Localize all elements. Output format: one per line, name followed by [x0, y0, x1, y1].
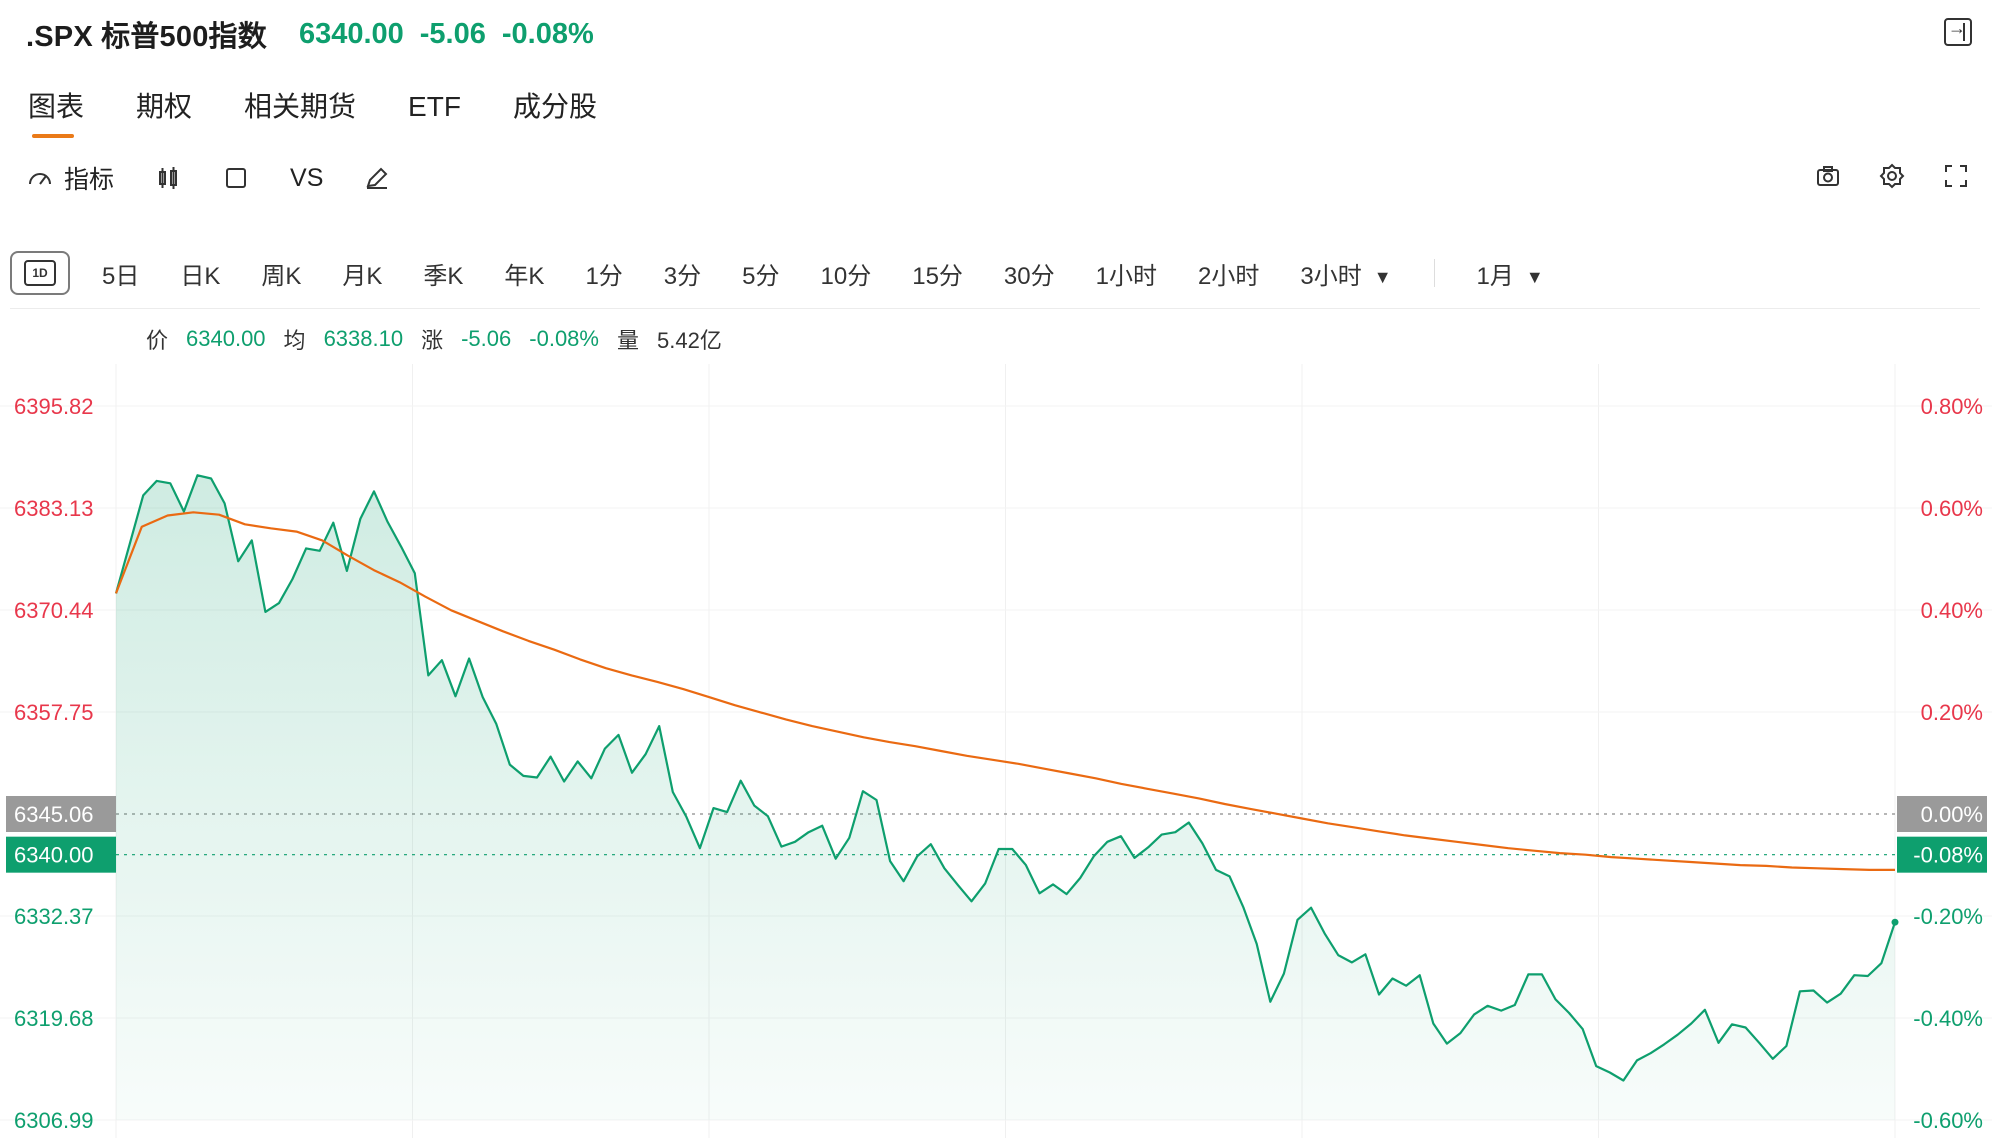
- info-volume-label: 量: [616, 328, 639, 353]
- period-1h[interactable]: 1小时: [1095, 262, 1157, 290]
- chevron-down-icon: ▼: [1525, 266, 1544, 287]
- tab-chart[interactable]: 图表: [28, 86, 84, 138]
- y-axis-right-label: 0.40%: [1921, 598, 1983, 623]
- y-axis-right-label: -0.60%: [1913, 1108, 1983, 1133]
- y-axis-left-label: 6340.00: [14, 843, 94, 868]
- info-price-value: 6340.00: [186, 326, 266, 351]
- y-axis-right-label: -0.08%: [1913, 843, 1983, 868]
- period-30m[interactable]: 30分: [1003, 262, 1055, 290]
- period-2h[interactable]: 2小时: [1197, 262, 1260, 290]
- period-3m[interactable]: 3分: [663, 262, 702, 290]
- settings-icon[interactable]: [1878, 162, 1906, 190]
- exit-fullscreen-icon[interactable]: [1944, 18, 1972, 46]
- layout-button[interactable]: [222, 164, 250, 192]
- period-divider: [1433, 259, 1435, 287]
- period-15m[interactable]: 15分: [912, 262, 963, 290]
- tab-etf[interactable]: ETF: [408, 91, 461, 122]
- draw-button[interactable]: [363, 164, 391, 192]
- y-axis-left-label: 6395.82: [14, 394, 94, 419]
- period-quarterly[interactable]: 季K: [423, 262, 464, 290]
- chart-actions: [1814, 162, 1970, 190]
- period-selector: 1D 5日 日K 周K 月K 季K 年K 1分 3分 5分 10分 15分 30…: [10, 238, 1980, 309]
- range-1mo-dropdown[interactable]: 1月 ▼: [1477, 256, 1544, 291]
- period-weekly[interactable]: 周K: [261, 262, 302, 290]
- current-price: 6340.00: [298, 17, 404, 50]
- info-avg-value: 6338.10: [323, 326, 404, 351]
- period-monthly[interactable]: 月K: [342, 262, 383, 290]
- y-axis-right-label: -0.20%: [1913, 904, 1983, 929]
- period-3h-label: 3小时: [1300, 262, 1362, 290]
- tab-constituents[interactable]: 成分股: [512, 91, 597, 122]
- current-pct-tag-bg: [1897, 836, 1987, 873]
- info-volume-value: 5.42亿: [657, 328, 722, 353]
- period-5d[interactable]: 5日: [102, 262, 140, 290]
- indicator-button[interactable]: 指标: [26, 160, 114, 196]
- price-change-percent: -0.08%: [501, 17, 594, 50]
- price-chart-svg[interactable]: 6395.82 6383.13 6370.44 6357.75 6345.06 6340.…: [0, 364, 1992, 1138]
- price-area: [116, 475, 1895, 1120]
- info-change-percent: -0.08%: [529, 326, 599, 351]
- top-bar: .SPX 标普500指数 6340.00 -5.06 -0.08%: [26, 10, 1972, 58]
- main-tabs: 图表 期权 相关期货 ETF 成分股: [28, 86, 597, 138]
- y-axis-left-label: 6306.99: [14, 1108, 94, 1133]
- pencil-icon: [363, 164, 391, 192]
- chart-info-row: 价 6340.00 均 6338.10 涨 -5.06 -0.08% 量 5.4…: [146, 323, 722, 355]
- candle-type-button[interactable]: [154, 164, 182, 192]
- camera-icon[interactable]: [1814, 162, 1842, 190]
- y-axis-left-label: 6357.75: [14, 700, 94, 725]
- current-price-tag-bg: [6, 836, 116, 873]
- period-daily[interactable]: 日K: [180, 262, 221, 290]
- average-line: [114, 511, 1895, 871]
- y-axis-right-label: 0.20%: [1921, 700, 1983, 725]
- period-1d-badge: 1D: [24, 260, 56, 286]
- speedometer-icon: [26, 164, 54, 192]
- indicator-label: 指标: [64, 166, 115, 194]
- tab-futures[interactable]: 相关期货: [244, 91, 357, 122]
- y-axis-right-label: 0.60%: [1921, 496, 1983, 521]
- chevron-down-icon: ▼: [1373, 266, 1392, 287]
- fullscreen-icon[interactable]: [1942, 162, 1970, 190]
- period-1d-button[interactable]: 1D: [10, 251, 70, 295]
- period-yearly[interactable]: 年K: [504, 262, 545, 290]
- tab-options[interactable]: 期权: [136, 91, 193, 122]
- price-change: -5.06: [419, 17, 486, 50]
- period-3h-dropdown[interactable]: 3小时 ▼: [1300, 256, 1391, 291]
- y-axis-left-label: 6319.68: [14, 1006, 94, 1031]
- y-axis-right-label: -0.40%: [1913, 1006, 1983, 1031]
- y-axis-left-label: 6345.06: [14, 802, 94, 827]
- y-axis-left-label: 6370.44: [14, 598, 94, 623]
- range-1mo-label: 1月: [1476, 262, 1514, 290]
- last-price-dot: [1891, 918, 1899, 926]
- square-icon: [222, 164, 250, 192]
- y-axis-left-label: 6332.37: [14, 904, 94, 929]
- prev-close-tag-bg: [6, 796, 116, 832]
- y-axis-right-label: 0.00%: [1921, 802, 1983, 827]
- period-1m[interactable]: 1分: [585, 262, 623, 290]
- period-5m[interactable]: 5分: [742, 262, 780, 290]
- price-line: [114, 474, 1897, 1082]
- info-avg-label: 均: [283, 328, 306, 353]
- symbol-title: .SPX 标普500指数: [26, 21, 267, 53]
- info-price-label: 价: [146, 328, 169, 353]
- period-10m[interactable]: 10分: [820, 262, 872, 290]
- info-change-value: -5.06: [461, 326, 512, 351]
- compare-label: VS: [290, 163, 324, 192]
- y-axis-right-label: 0.80%: [1921, 394, 1983, 419]
- candlestick-icon: [154, 164, 182, 192]
- intraday-chart[interactable]: 6395.82 6383.13 6370.44 6357.75 6345.06 6340.…: [0, 364, 1992, 1138]
- chart-toolbar: 指标 VS: [26, 160, 391, 196]
- compare-button[interactable]: VS: [290, 164, 323, 193]
- info-change-label: 涨: [421, 328, 444, 353]
- y-axis-left-label: 6383.13: [14, 496, 94, 521]
- prev-close-pct-tag-bg: [1897, 796, 1987, 832]
